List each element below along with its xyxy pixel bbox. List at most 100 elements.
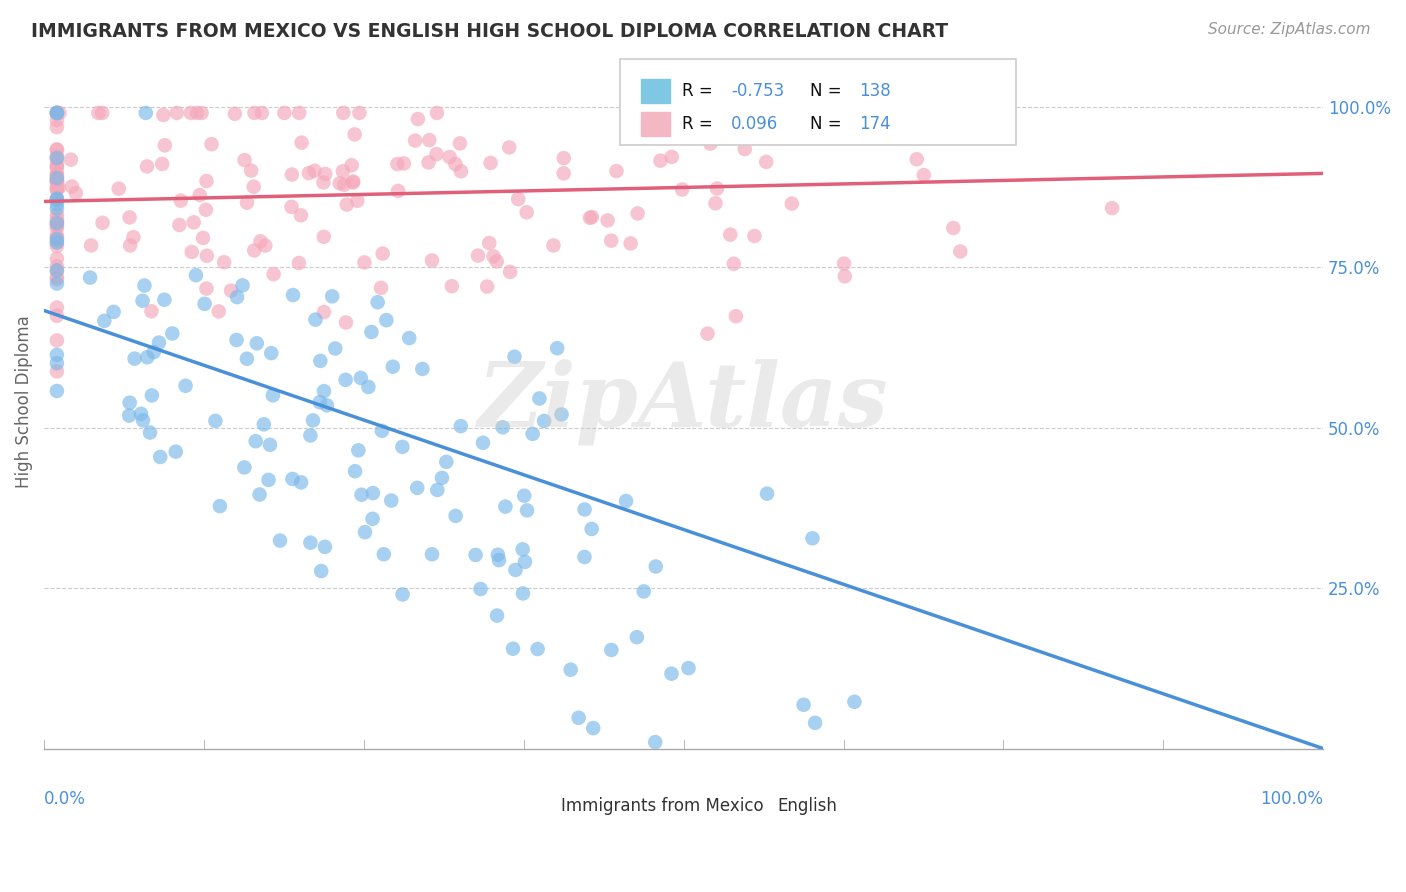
Point [245,434,267,449]
Point [135,106,157,120]
Point [370,281,392,295]
Text: Source: ZipAtlas.com: Source: ZipAtlas.com [1208,22,1371,37]
Point [543,238,565,252]
Point [533,414,555,428]
Point [581,210,603,224]
Point [574,502,596,516]
Point [464,548,486,562]
Point [361,512,384,526]
Point [170,194,193,208]
Point [734,142,756,156]
Point [45,113,67,128]
Point [118,395,141,409]
Point [426,483,449,497]
Point [45,183,67,197]
Point [314,167,336,181]
Point [661,150,683,164]
Point [174,378,197,392]
Point [834,269,856,284]
Point [342,175,364,189]
Point [231,278,253,293]
Point [333,178,356,192]
Point [477,279,499,293]
Point [568,711,591,725]
Point [482,249,505,263]
Point [250,106,273,120]
Point [191,231,214,245]
Point [60,179,83,194]
Point [650,153,672,168]
Point [526,642,548,657]
Point [246,336,269,351]
Point [45,106,67,120]
Point [494,500,516,514]
Point [169,218,191,232]
Point [546,341,568,355]
Point [45,174,67,188]
Point [560,663,582,677]
Text: ZipAtlas: ZipAtlas [478,359,889,445]
Point [45,215,67,229]
Point [254,238,277,252]
Point [323,342,346,356]
Point [467,249,489,263]
Point [45,173,67,187]
Point [253,417,276,432]
Point [195,282,218,296]
Point [488,553,510,567]
Point [45,270,67,285]
Point [243,106,266,120]
Point [45,192,67,206]
Point [512,542,534,557]
Point [195,249,218,263]
Point [204,414,226,428]
Point [332,106,354,120]
Point [131,293,153,308]
Point [553,166,575,180]
Point [620,236,643,251]
Point [59,153,82,167]
Point [304,163,326,178]
Point [45,220,67,235]
Point [134,278,156,293]
Point [411,362,433,376]
Point [212,255,235,269]
Point [309,564,332,578]
Bar [747,797,766,816]
Point [45,180,67,194]
Point [553,151,575,165]
Text: R =: R = [682,81,718,100]
Text: R =: R = [682,115,718,133]
Point [596,213,619,227]
Point [350,371,373,385]
Point [499,265,522,279]
Point [224,107,246,121]
Point [45,197,67,211]
Point [103,305,125,319]
Point [449,136,471,151]
Point [942,221,965,235]
Point [804,715,827,730]
Point [259,438,281,452]
Point [503,350,526,364]
Point [450,164,472,178]
Point [188,188,211,202]
Point [45,106,67,120]
Point [470,582,492,596]
Point [844,695,866,709]
Point [696,326,718,341]
Point [45,193,67,207]
Point [45,120,67,135]
Point [486,548,509,562]
Point [288,256,311,270]
Point [45,228,67,243]
Point [342,175,364,189]
Point [45,170,67,185]
Point [180,106,202,120]
Point [302,413,325,427]
Point [186,106,208,120]
Y-axis label: High School Diploma: High School Diploma [15,316,32,488]
Point [513,555,536,569]
Point [290,208,312,222]
Point [139,425,162,440]
